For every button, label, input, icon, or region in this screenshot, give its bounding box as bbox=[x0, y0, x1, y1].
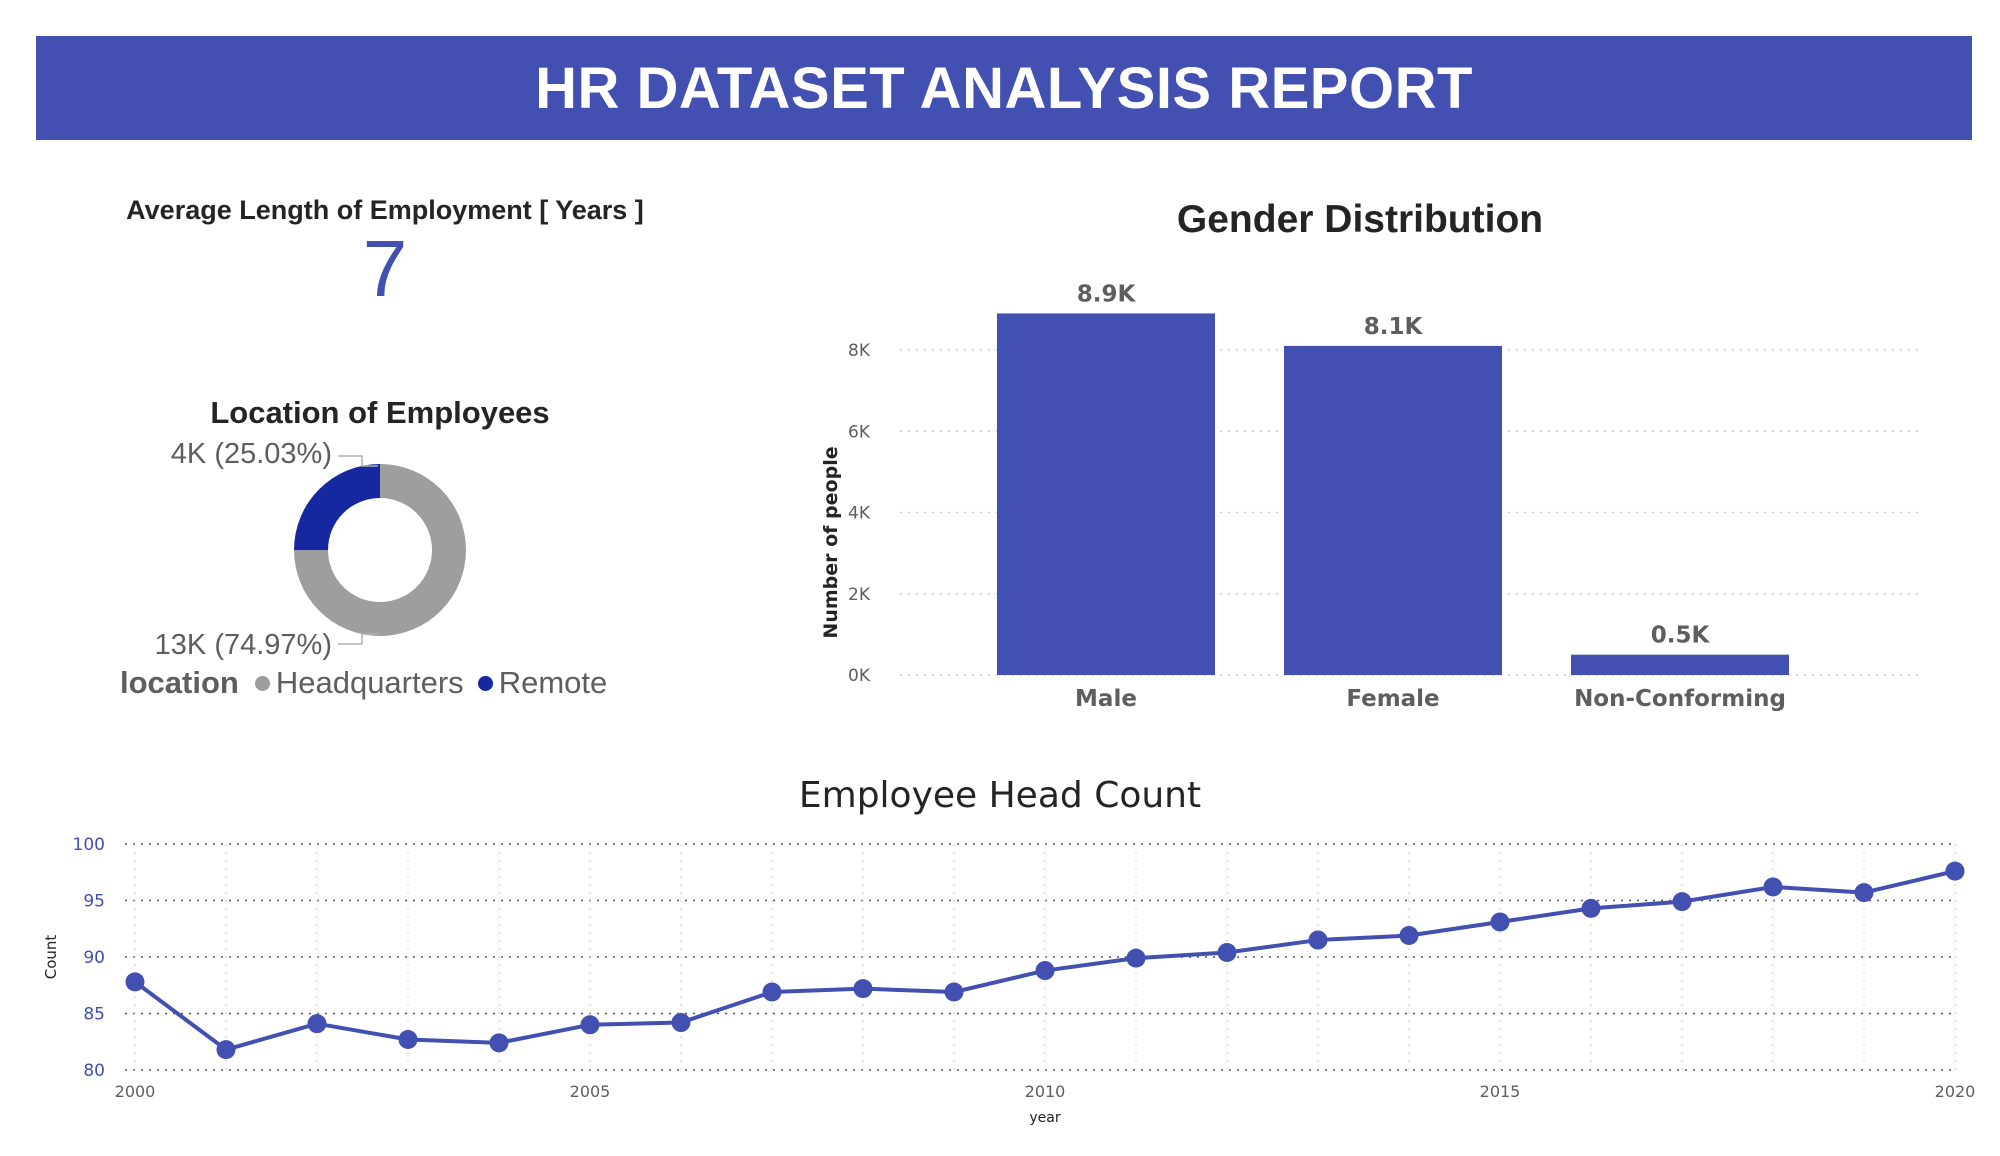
bar-data-label: 8.1K bbox=[1364, 314, 1424, 340]
bar-male[interactable] bbox=[997, 313, 1215, 675]
headcount-point-2015[interactable] bbox=[1490, 912, 1510, 932]
bar-y-axis-label: Number of people bbox=[820, 446, 842, 638]
headcount-point-2008[interactable] bbox=[853, 979, 873, 999]
legend-label-headquarters: Headquarters bbox=[275, 665, 464, 700]
headcount-point-2012[interactable] bbox=[1217, 942, 1237, 962]
line-y-tick-label: 80 bbox=[83, 1061, 105, 1081]
legend-label-remote: Remote bbox=[498, 665, 608, 700]
headcount-point-2014[interactable] bbox=[1399, 926, 1419, 946]
headcount-point-2004[interactable] bbox=[489, 1033, 509, 1053]
headcount-point-2007[interactable] bbox=[762, 982, 782, 1002]
bar-category-label: Female bbox=[1346, 686, 1439, 712]
donut-slice-headquarters[interactable] bbox=[294, 464, 467, 636]
donut-label-remote: 4K (25.03%) bbox=[171, 440, 332, 470]
legend-dot-icon bbox=[254, 675, 270, 691]
gender-bar-chart: 0K 2K 4K 6K 8K Number of people 8.9K Male 8.1K Fe… bbox=[820, 281, 1920, 712]
donut-chart-title: Location of Employees bbox=[210, 395, 550, 430]
line-x-tick-label: 2015 bbox=[1480, 1082, 1521, 1101]
headcount-point-2001[interactable] bbox=[216, 1040, 236, 1060]
line-x-tick-label: 2010 bbox=[1025, 1082, 1066, 1101]
headcount-point-2019[interactable] bbox=[1854, 883, 1874, 903]
headcount-point-2013[interactable] bbox=[1308, 930, 1328, 950]
bar-y-tick-label: 8K bbox=[848, 341, 871, 361]
legend-dot-icon bbox=[477, 675, 493, 691]
headcount-point-2011[interactable] bbox=[1126, 948, 1146, 968]
legend-item-remote[interactable]: Remote bbox=[477, 665, 608, 701]
report-title: HR DATASET ANALYSIS REPORT bbox=[535, 55, 1473, 121]
headcount-point-2010[interactable] bbox=[1035, 961, 1055, 981]
headcount-point-2020[interactable] bbox=[1945, 861, 1965, 881]
bar-y-tick-label: 4K bbox=[848, 504, 871, 524]
kpi-card: Average Length of Employment [ Years ] 7 bbox=[70, 195, 700, 310]
line-x-tick-label: 2005 bbox=[570, 1082, 611, 1101]
donut-leader-line bbox=[338, 455, 378, 467]
line-y-axis-label: Count bbox=[42, 935, 60, 980]
line-y-tick-label: 90 bbox=[83, 948, 105, 968]
bar-y-tick-label: 0K bbox=[848, 666, 871, 686]
headcount-point-2017[interactable] bbox=[1672, 892, 1692, 912]
bar-data-label: 0.5K bbox=[1651, 623, 1711, 649]
headcount-point-2009[interactable] bbox=[944, 982, 964, 1002]
line-chart-title: Employee Head Count bbox=[798, 775, 1202, 816]
headcount-point-2006[interactable] bbox=[671, 1013, 691, 1033]
line-y-tick-label: 95 bbox=[83, 892, 105, 912]
line-y-tick-label: 100 bbox=[73, 835, 105, 855]
line-x-tick-label: 2000 bbox=[115, 1082, 156, 1101]
bar-non-conforming[interactable] bbox=[1571, 654, 1789, 675]
headcount-point-2005[interactable] bbox=[580, 1015, 600, 1035]
bar-data-label: 8.9K bbox=[1077, 281, 1137, 307]
headcount-line-chart: 80 85 90 95 100 2000 2005 2010 2015 2020 year Count bbox=[42, 835, 1976, 1126]
bar-category-label: Male bbox=[1075, 686, 1137, 712]
line-y-tick-label: 85 bbox=[83, 1005, 105, 1025]
location-donut-chart: 4K (25.03%) 13K (74.97%) bbox=[155, 440, 467, 660]
bar-category-label: Non-Conforming bbox=[1574, 686, 1786, 712]
bar-y-tick-label: 2K bbox=[848, 585, 871, 605]
headcount-point-2018[interactable] bbox=[1763, 877, 1783, 897]
report-banner: HR DATASET ANALYSIS REPORT bbox=[36, 36, 1972, 140]
bar-chart-title: Gender Distribution bbox=[1176, 198, 1544, 241]
kpi-label: Average Length of Employment [ Years ] bbox=[126, 195, 644, 225]
donut-label-headquarters: 13K (74.97%) bbox=[155, 629, 332, 660]
line-x-axis-label: year bbox=[1029, 1110, 1060, 1126]
donut-leader-line bbox=[338, 633, 378, 645]
bar-y-tick-label: 6K bbox=[848, 422, 871, 442]
headcount-point-2000[interactable] bbox=[125, 972, 145, 992]
headcount-point-2003[interactable] bbox=[398, 1029, 418, 1049]
legend-title: location bbox=[120, 665, 239, 700]
kpi-value: 7 bbox=[362, 224, 408, 313]
headcount-point-2002[interactable] bbox=[307, 1014, 327, 1034]
donut-slice-remote[interactable] bbox=[294, 464, 380, 551]
bar-female[interactable] bbox=[1284, 345, 1502, 675]
legend-item-headquarters[interactable]: Headquarters bbox=[254, 665, 464, 701]
donut-legend: location Headquarters Remote bbox=[120, 665, 621, 701]
line-x-tick-label: 2020 bbox=[1935, 1082, 1976, 1101]
headcount-point-2016[interactable] bbox=[1581, 898, 1601, 918]
